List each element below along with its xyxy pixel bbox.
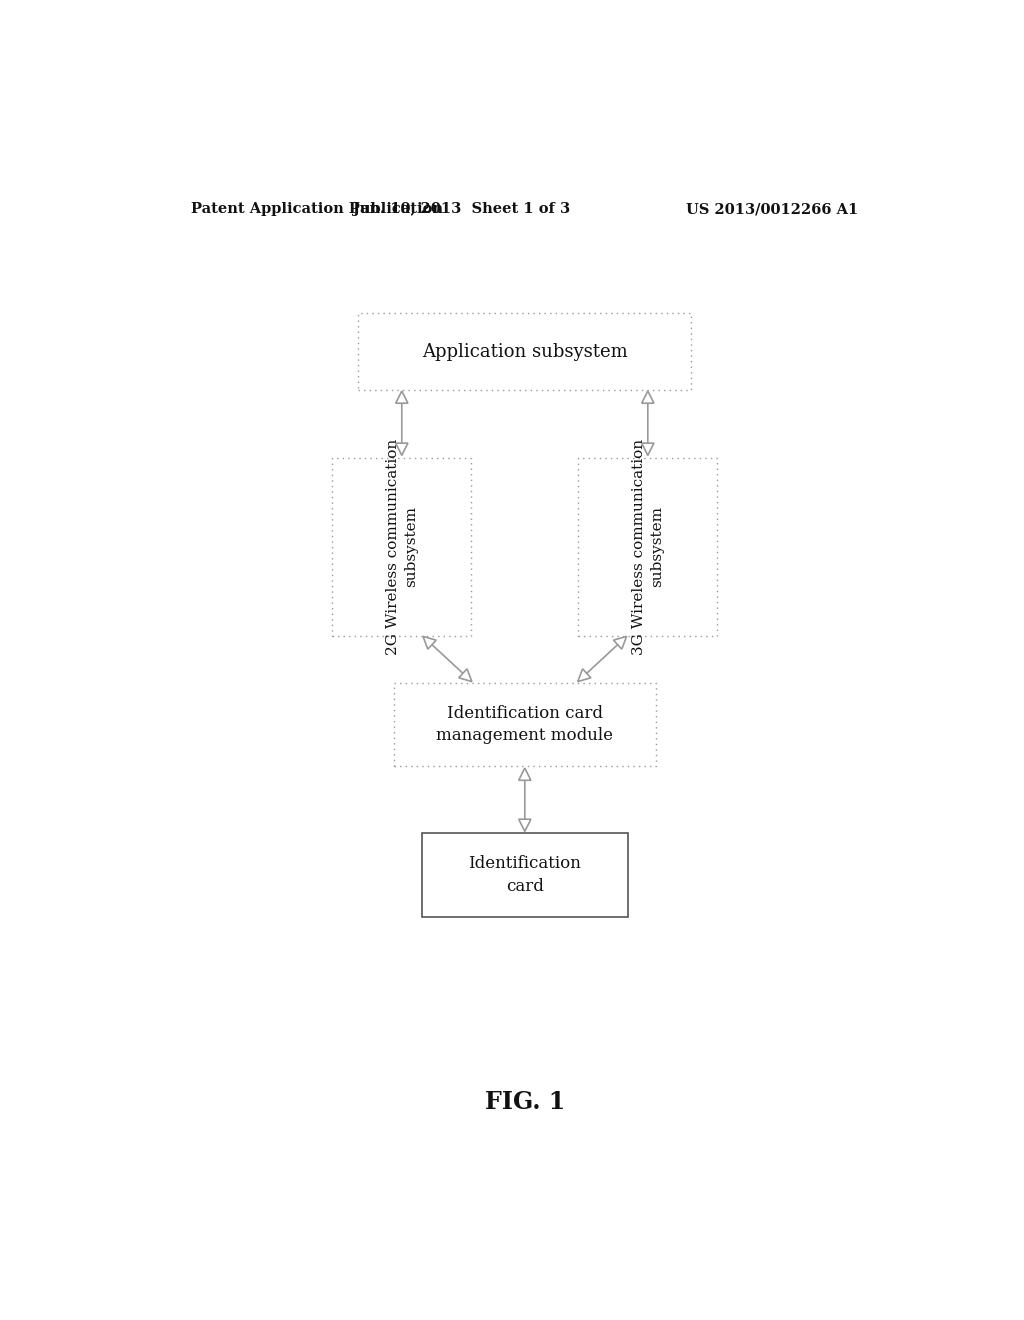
Bar	[358, 313, 691, 389]
Text: Jan. 10, 2013  Sheet 1 of 3: Jan. 10, 2013 Sheet 1 of 3	[352, 202, 570, 216]
Bar	[422, 833, 628, 916]
FancyArrowPatch shape	[642, 391, 654, 455]
Text: Identification
card: Identification card	[468, 855, 582, 895]
Bar	[333, 458, 471, 636]
FancyArrowPatch shape	[395, 391, 408, 455]
Bar	[394, 682, 655, 766]
Bar	[579, 458, 717, 636]
Text: Application subsystem: Application subsystem	[422, 342, 628, 360]
FancyArrowPatch shape	[519, 768, 530, 832]
Text: Patent Application Publication: Patent Application Publication	[191, 202, 443, 216]
Text: US 2013/0012266 A1: US 2013/0012266 A1	[686, 202, 858, 216]
Text: 2G Wireless communication
subsystem: 2G Wireless communication subsystem	[386, 438, 418, 655]
FancyArrowPatch shape	[423, 636, 472, 681]
Text: FIG. 1: FIG. 1	[484, 1089, 565, 1114]
FancyArrowPatch shape	[578, 636, 627, 681]
Text: Identification card
management module: Identification card management module	[436, 705, 613, 744]
Text: 3G Wireless communication
subsystem: 3G Wireless communication subsystem	[632, 438, 664, 655]
